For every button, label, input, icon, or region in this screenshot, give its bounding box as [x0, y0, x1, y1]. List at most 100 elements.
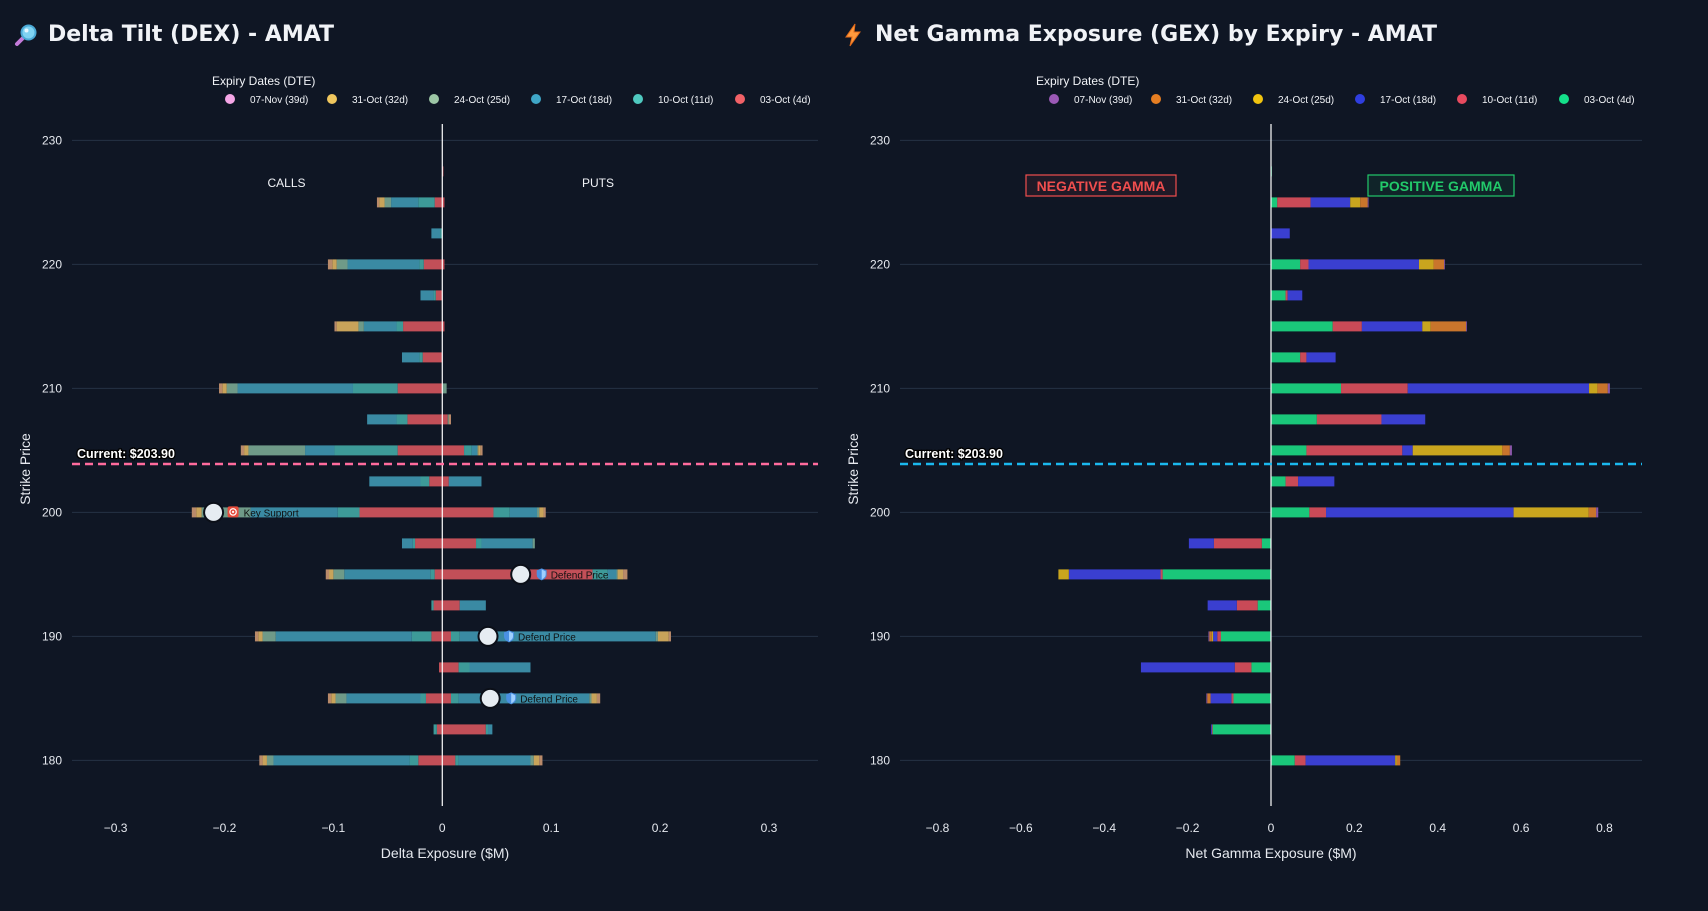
annotation-label-200: Key Support [244, 508, 299, 519]
put-bar-200-07-nov-39d [543, 507, 546, 518]
dex-chart[interactable]: Expiry Dates (DTE) 07-Nov (39d) 31-Oct (32… [0, 0, 824, 911]
call-bar-222.5-10-oct-11d [440, 228, 443, 239]
legend-label-10-oct-11d: 10-Oct (11d) [658, 95, 713, 106]
x-tick-0-1: 0.1 [543, 821, 560, 835]
gex-bar-220-10-oct-11d [1300, 259, 1309, 270]
gex-bar-210-17-oct-18d [1407, 383, 1590, 394]
gex-bar-222.5-17-oct-18d [1271, 228, 1290, 239]
x-tick-minus-0-2: −0.2 [1176, 821, 1200, 835]
negative-gamma-label: NEGATIVE GAMMA [1037, 178, 1166, 194]
x-tick-0-4: 0.4 [1429, 821, 1446, 835]
call-bar-225-17-oct-18d [391, 197, 419, 208]
x-axis-label: Delta Exposure ($M) [381, 845, 509, 861]
legend-swatch-17-oct-18d [531, 94, 541, 104]
call-bar-212.5-17-oct-18d [401, 352, 420, 363]
x-tick-minus-0-2: −0.2 [213, 821, 237, 835]
call-bar-185-17-oct-18d [346, 693, 421, 704]
gex-bar-195-10-oct-11d [1160, 569, 1163, 580]
gex-bar-190-07-nov-39d [1208, 631, 1210, 642]
legend-title: Expiry Dates (DTE) [1036, 74, 1139, 88]
y-tick-190: 190 [870, 629, 890, 643]
gex-bar-180-03-oct-4d [1271, 755, 1295, 766]
put-bar-192.5-17-oct-18d [459, 600, 486, 611]
put-bar-200-24-oct-25d [537, 507, 540, 518]
y-tick-210: 210 [42, 381, 62, 395]
gex-bar-215-10-oct-11d [1332, 321, 1362, 332]
call-bar-200-24-oct-25d [201, 507, 251, 518]
legend-label-07-nov-39d: 07-Nov (39d) [250, 95, 308, 106]
put-bar-205-10-oct-11d [464, 445, 472, 456]
y-tick-230: 230 [42, 133, 62, 147]
gex-bar-215-03-oct-4d [1271, 321, 1333, 332]
legend-swatch-31-oct-32d [1151, 94, 1161, 104]
call-bar-215-03-oct-4d [403, 321, 443, 332]
gex-bar-215-07-nov-39d [1466, 321, 1467, 332]
put-bar-207.5-03-oct-4d [442, 414, 448, 425]
put-bar-197.5-03-oct-4d [442, 538, 477, 549]
target-icon-dot [231, 510, 235, 513]
x-tick-minus-0-6: −0.6 [1009, 821, 1033, 835]
gex-bar-205-31-oct-32d [1502, 445, 1510, 456]
put-bar-205-07-nov-39d [480, 445, 483, 456]
call-bar-220-24-oct-25d [336, 259, 348, 270]
gex-bar-207.5-03-oct-4d [1271, 414, 1317, 425]
x-tick-minus-0-1: −0.1 [322, 821, 346, 835]
annotation-label-190: Defend Price [518, 632, 576, 643]
gex-bar-215-24-oct-25d [1422, 321, 1431, 332]
y-tick-200: 200 [42, 505, 62, 519]
call-bar-205-10-oct-11d [334, 445, 398, 456]
call-bar-200-17-oct-18d [250, 507, 338, 518]
gex-chart[interactable]: Expiry Dates (DTE) 07-Nov (39d) 31-Oct (32… [824, 0, 1708, 911]
put-bar-187.5-17-oct-18d [469, 662, 531, 673]
put-bar-187.5-03-oct-4d [442, 662, 459, 673]
put-bar-197.5-17-oct-18d [481, 538, 533, 549]
put-bar-180-17-oct-18d [458, 755, 531, 766]
legend-swatch-03-oct-4d [735, 94, 745, 104]
gex-bar-190-17-oct-18d [1213, 631, 1218, 642]
put-bar-202.5-03-oct-4d [442, 476, 449, 487]
positive-gamma-box: POSITIVE GAMMA [1367, 174, 1515, 197]
legend-label-07-nov-39d: 07-Nov (39d) [1074, 95, 1132, 106]
call-bar-190-03-oct-4d [431, 631, 443, 642]
target-icon [227, 506, 239, 518]
gex-bar-197.5-03-oct-4d [1261, 538, 1271, 549]
gex-bar-190-10-oct-11d [1217, 631, 1221, 642]
call-bar-185-31-oct-32d [331, 693, 336, 704]
gex-bar-187.5-17-oct-18d [1140, 662, 1235, 673]
put-bar-202.5-17-oct-18d [448, 476, 482, 487]
call-bar-197.5-10-oct-11d [412, 538, 416, 549]
call-bar-225-07-nov-39d [376, 197, 380, 208]
gex-bar-210-31-oct-32d [1597, 383, 1608, 394]
call-bar-200-31-oct-32d [196, 507, 202, 518]
call-bar-180-24-oct-25d [266, 755, 274, 766]
gex-bar-212.5-03-oct-4d [1271, 352, 1301, 363]
dex-title: Delta Tilt (DEX) - AMAT [48, 22, 335, 47]
y-tick-180: 180 [42, 753, 62, 767]
call-bar-215-07-nov-39d [334, 321, 337, 332]
put-bar-180-10-oct-11d [455, 755, 459, 766]
gex-bar-182.5-03-oct-4d [1212, 724, 1271, 735]
put-bar-180-24-oct-25d [530, 755, 534, 766]
annotation-marker-185 [479, 687, 501, 709]
gex-bar-212.5-10-oct-11d [1300, 352, 1307, 363]
put-bar-185-17-oct-18d [458, 693, 590, 704]
gex-title: Net Gamma Exposure (GEX) by Expiry - AMA… [875, 22, 1437, 47]
current-price-label: Current: $203.90 [77, 447, 175, 461]
put-bar-185-10-oct-11d [450, 693, 459, 704]
gex-bar-200-10-oct-11d [1309, 507, 1327, 518]
legend-label-31-oct-32d: 31-Oct (32d) [352, 95, 408, 106]
call-bar-210-07-nov-39d [219, 383, 223, 394]
put-bar-195-17-oct-18d [607, 569, 617, 580]
gex-bar-192.5-10-oct-11d [1236, 600, 1258, 611]
put-bar-187.5-10-oct-11d [458, 662, 470, 673]
call-bar-190-31-oct-32d [258, 631, 263, 642]
gex-bar-205-24-oct-25d [1412, 445, 1503, 456]
target-icon-ring [229, 508, 237, 516]
call-bar-190-24-oct-25d [262, 631, 276, 642]
shield-icon-highlight [509, 631, 514, 642]
lightning-icon [845, 23, 861, 46]
put-bar-190-10-oct-11d [450, 631, 460, 642]
call-bar-225-10-oct-11d [418, 197, 435, 208]
call-bar-205-07-nov-39d [240, 445, 245, 456]
gex-bar-185-10-oct-11d [1231, 693, 1234, 704]
